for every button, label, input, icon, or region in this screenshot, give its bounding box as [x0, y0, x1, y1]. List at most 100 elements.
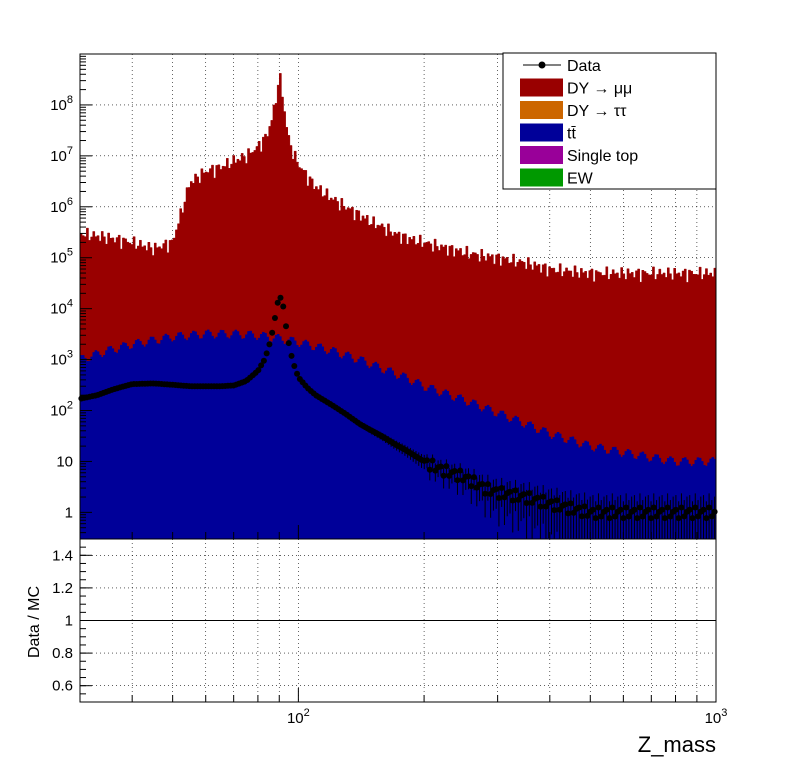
- legend-data-marker: [538, 61, 546, 69]
- data-point: [479, 480, 486, 487]
- data-point: [606, 515, 613, 522]
- data-point: [454, 477, 461, 484]
- data-point: [274, 299, 281, 306]
- data-point: [645, 506, 652, 513]
- legend-label: EW: [567, 171, 594, 188]
- data-point: [562, 501, 569, 508]
- main-axes: 1 10 102 103 104 105 106 107 108: [50, 53, 717, 540]
- y-tick-label: 102: [50, 400, 73, 420]
- data-point: [512, 487, 519, 494]
- data-point: [269, 329, 276, 336]
- data-point: [659, 506, 666, 513]
- x-tick-label: 103: [705, 707, 728, 727]
- ratio-y-tick-label: 1: [65, 613, 73, 630]
- data-point: [509, 497, 516, 504]
- data-point: [294, 370, 301, 377]
- data-point: [578, 513, 585, 520]
- data-point: [631, 506, 638, 513]
- data-point: [280, 303, 287, 310]
- legend-label: tt̄: [567, 126, 576, 143]
- ratio-y-tick-label: 1.4: [52, 547, 73, 564]
- legend-swatch: [520, 123, 563, 142]
- data-point: [468, 483, 475, 490]
- legend-label: Single top: [567, 148, 638, 165]
- legend-label: Data: [567, 58, 601, 75]
- data-point: [506, 488, 513, 495]
- data-point: [285, 340, 292, 347]
- data-point: [451, 468, 458, 475]
- data-point: [515, 496, 522, 503]
- data-point: [634, 515, 641, 522]
- data-point: [471, 474, 478, 481]
- data-point: [263, 350, 270, 357]
- y-tick-label: 106: [50, 196, 73, 216]
- data-point: [482, 490, 489, 497]
- data-point: [424, 457, 431, 464]
- data-point: [443, 463, 450, 470]
- data-point: [675, 515, 682, 522]
- data-point: [440, 472, 447, 479]
- data-point: [672, 506, 679, 513]
- data-point: [636, 504, 643, 511]
- data-point: [692, 504, 699, 511]
- data-point: [540, 493, 547, 500]
- legend-label: DY → μμ: [567, 81, 632, 98]
- data-points: [78, 294, 718, 539]
- data-point: [576, 504, 583, 511]
- data-point: [288, 352, 295, 359]
- data-point: [708, 513, 715, 520]
- y-tick-label: 108: [50, 94, 73, 114]
- data-point: [612, 513, 619, 520]
- data-point: [706, 504, 713, 511]
- legend: Data DY → μμ DY → ττ tt̄ Single top EW: [502, 52, 717, 190]
- data-point: [695, 513, 702, 520]
- data-point: [271, 314, 278, 321]
- data-point: [700, 506, 707, 513]
- data-point: [537, 503, 544, 510]
- data-point: [595, 504, 602, 511]
- legend-swatch: [520, 146, 563, 164]
- data-point: [465, 473, 472, 480]
- data-point: [501, 494, 508, 501]
- ratio-axes: 0.6 0.8 1 1.2 1.4 102 103: [52, 538, 728, 727]
- data-point: [498, 484, 505, 491]
- data-point: [667, 513, 674, 520]
- data-point: [661, 515, 668, 522]
- data-point: [664, 504, 671, 511]
- legend-swatch: [520, 101, 563, 119]
- legend-box: [502, 52, 717, 190]
- data-point: [551, 507, 558, 514]
- data-point: [609, 504, 616, 511]
- data-point: [548, 498, 555, 505]
- data-point: [565, 510, 572, 517]
- x-axis-title: Z_mass: [638, 732, 716, 757]
- data-point: [426, 466, 433, 473]
- data-point: [534, 494, 541, 501]
- data-point: [581, 503, 588, 510]
- data-point: [520, 491, 527, 498]
- y-tick-label: 105: [50, 247, 73, 267]
- data-point: [689, 515, 696, 522]
- data-point: [484, 481, 491, 488]
- data-point: [592, 515, 599, 522]
- data-point: [277, 294, 284, 301]
- y-tick-label: 103: [50, 349, 73, 369]
- ratio-y-tick-label: 0.6: [52, 678, 73, 695]
- data-point: [598, 513, 605, 520]
- data-point: [567, 500, 574, 507]
- data-point: [523, 500, 530, 507]
- data-point: [620, 515, 627, 522]
- data-point: [291, 362, 298, 369]
- data-point: [678, 504, 685, 511]
- data-point: [603, 506, 610, 513]
- ratio-y-axis-title: Data / MC: [26, 586, 43, 658]
- data-point: [681, 513, 688, 520]
- data-point: [686, 506, 693, 513]
- data-point: [283, 323, 290, 330]
- data-point: [650, 504, 657, 511]
- data-point: [493, 486, 500, 493]
- legend-swatch: [520, 78, 563, 97]
- data-point: [589, 506, 596, 513]
